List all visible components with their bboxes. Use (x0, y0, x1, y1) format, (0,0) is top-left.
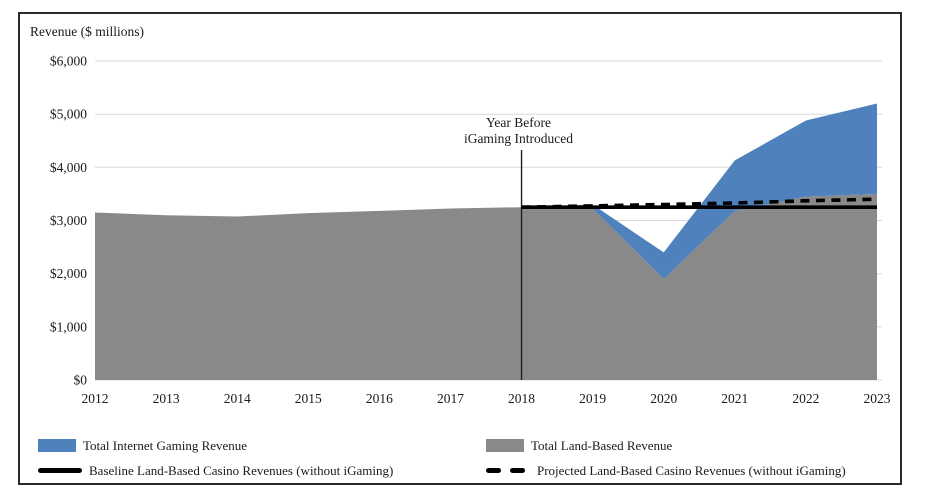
x-tick-label: 2021 (721, 391, 748, 406)
x-tick-label: 2012 (82, 391, 109, 406)
igaming-annotation-text: Year Before (486, 115, 551, 130)
x-tick-label: 2017 (437, 391, 464, 406)
x-tick-label: 2014 (224, 391, 251, 406)
legend-item-internet-gaming: Total Internet Gaming Revenue (38, 433, 478, 458)
x-tick-label: 2022 (792, 391, 819, 406)
y-tick-label: $2,000 (50, 266, 87, 281)
legend-column-left: Total Internet Gaming Revenue Baseline L… (38, 433, 478, 483)
projected-dashed-line-swatch (486, 468, 530, 473)
land-based-revenue-area (95, 193, 877, 380)
y-tick-label: $0 (74, 373, 88, 388)
legend-item-baseline: Baseline Land-Based Casino Revenues (wit… (38, 458, 478, 483)
x-tick-label: 2018 (508, 391, 535, 406)
y-axis-title: Revenue ($ millions) (30, 24, 144, 39)
y-tick-label: $5,000 (50, 107, 87, 122)
legend-label: Projected Land-Based Casino Revenues (wi… (537, 462, 846, 478)
y-tick-label: $6,000 (50, 54, 87, 69)
x-tick-label: 2020 (650, 391, 677, 406)
legend-item-projected: Projected Land-Based Casino Revenues (wi… (486, 458, 926, 483)
x-tick-label: 2016 (366, 391, 393, 406)
y-tick-label: $1,000 (50, 319, 87, 334)
y-tick-label: $3,000 (50, 213, 87, 228)
land-based-area-swatch (486, 439, 524, 452)
baseline-solid-line-swatch (38, 468, 82, 473)
y-tick-label: $4,000 (50, 160, 87, 175)
projected-revenue-line (521, 197, 878, 209)
legend-column-right: Total Land-Based Revenue Projected Land-… (486, 433, 926, 483)
x-tick-label: 2019 (579, 391, 606, 406)
internet-gaming-area-swatch (38, 439, 76, 452)
x-tick-label: 2013 (153, 391, 180, 406)
legend-label: Baseline Land-Based Casino Revenues (wit… (89, 462, 394, 478)
legend-label: Total Land-Based Revenue (531, 437, 673, 453)
x-tick-label: 2015 (295, 391, 322, 406)
x-tick-label: 2023 (864, 391, 891, 406)
internet-gaming-revenue-area (95, 103, 877, 279)
legend-item-land-based: Total Land-Based Revenue (486, 433, 926, 458)
legend-label: Total Internet Gaming Revenue (83, 437, 248, 453)
igaming-annotation-text: iGaming Introduced (464, 131, 573, 146)
